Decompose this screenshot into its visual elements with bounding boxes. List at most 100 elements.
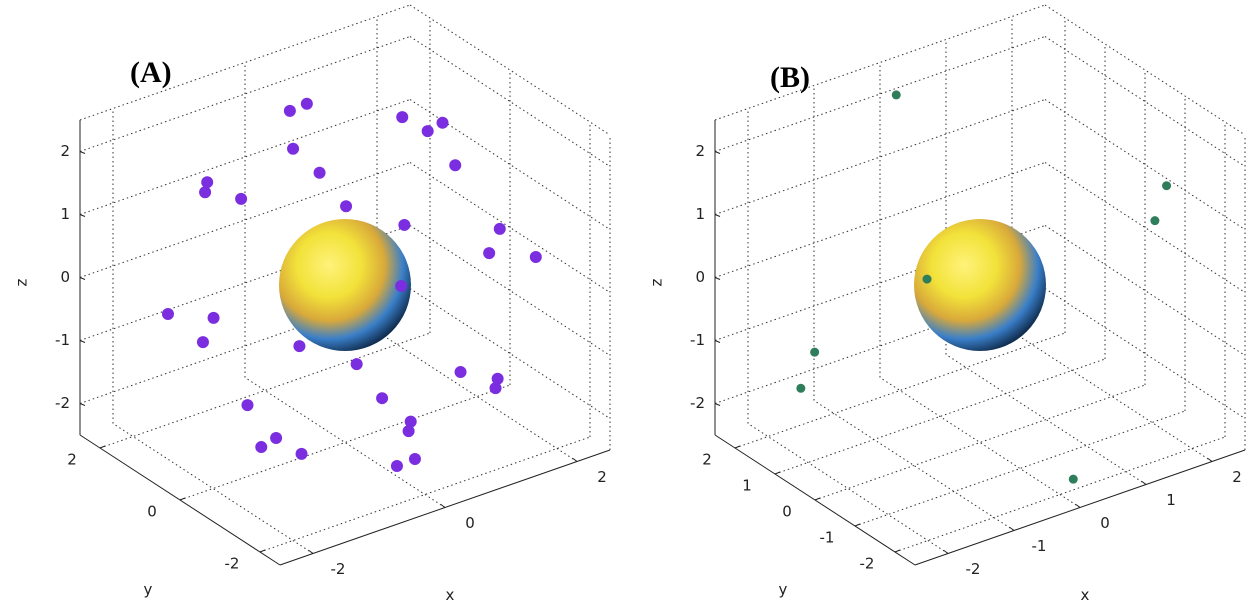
data-point bbox=[199, 186, 211, 198]
x-tick-label: 0 bbox=[465, 514, 475, 532]
y-tick-label: -2 bbox=[225, 555, 240, 573]
data-point bbox=[293, 340, 305, 352]
data-point bbox=[314, 167, 326, 179]
tick-mark bbox=[815, 498, 820, 500]
tick-mark bbox=[735, 446, 740, 448]
tick-mark bbox=[1076, 505, 1080, 508]
globe bbox=[914, 219, 1046, 351]
tick-mark bbox=[715, 404, 720, 406]
data-point bbox=[530, 251, 542, 263]
data-point bbox=[490, 382, 502, 394]
tick-mark bbox=[1010, 528, 1014, 531]
data-point bbox=[449, 159, 461, 171]
z-tick-label: 0 bbox=[60, 268, 70, 286]
tick-mark bbox=[855, 524, 860, 526]
tick-mark bbox=[895, 550, 900, 552]
tick-mark bbox=[260, 550, 265, 552]
data-point bbox=[483, 247, 495, 259]
data-point bbox=[301, 98, 313, 110]
grid-line bbox=[748, 424, 948, 554]
globe bbox=[279, 219, 411, 351]
y-tick-label: 2 bbox=[67, 451, 77, 469]
y-axis-label: y bbox=[779, 581, 788, 599]
z-tick-label: 1 bbox=[60, 205, 70, 223]
data-point bbox=[398, 219, 410, 231]
data-point bbox=[892, 90, 901, 99]
grid-line bbox=[946, 355, 1146, 485]
grid-line bbox=[1012, 332, 1212, 462]
tick-mark bbox=[80, 404, 85, 406]
data-point bbox=[396, 111, 408, 123]
data-point bbox=[409, 453, 421, 465]
figure: -202-202-2-1012xyz(A)-2-1012-2-1012-2-10… bbox=[0, 0, 1248, 604]
x-tick-label: -1 bbox=[1032, 537, 1047, 555]
grid-line bbox=[113, 424, 313, 554]
tick-mark bbox=[573, 459, 577, 462]
y-tick-label: 0 bbox=[782, 503, 792, 521]
z-tick-label: 0 bbox=[695, 268, 705, 286]
y-tick-label: -1 bbox=[820, 529, 835, 547]
tick-mark bbox=[180, 498, 185, 500]
z-tick-label: -1 bbox=[55, 331, 70, 349]
tick-mark bbox=[441, 505, 445, 508]
tick-mark bbox=[715, 341, 720, 343]
tick-mark bbox=[80, 341, 85, 343]
data-point bbox=[403, 425, 415, 437]
tick-mark bbox=[80, 278, 85, 280]
data-point bbox=[1162, 181, 1171, 190]
data-point bbox=[437, 117, 449, 129]
data-point bbox=[395, 280, 407, 292]
data-point bbox=[296, 448, 308, 460]
x-axis-label: x bbox=[1081, 586, 1090, 604]
tick-mark bbox=[715, 215, 720, 217]
chart-title: (A) bbox=[130, 56, 172, 89]
tick-mark bbox=[775, 472, 780, 474]
data-point bbox=[197, 336, 209, 348]
tick-mark bbox=[715, 152, 720, 154]
data-point bbox=[284, 105, 296, 117]
z-tick-label: 2 bbox=[695, 142, 705, 160]
x-tick-label: 1 bbox=[1166, 491, 1176, 509]
z-tick-label: 1 bbox=[695, 205, 705, 223]
data-point bbox=[376, 392, 388, 404]
grid-line bbox=[735, 333, 1065, 448]
data-point bbox=[201, 176, 213, 188]
tick-mark bbox=[1142, 482, 1146, 485]
grid-line bbox=[180, 385, 510, 500]
z-axis-label: z bbox=[648, 278, 666, 286]
data-point bbox=[351, 358, 363, 370]
y-tick-label: 0 bbox=[147, 503, 157, 521]
data-point bbox=[923, 275, 932, 284]
x-tick-label: -2 bbox=[966, 560, 981, 578]
data-point bbox=[340, 200, 352, 212]
z-axis-label: z bbox=[13, 278, 31, 286]
x-tick-label: -2 bbox=[331, 560, 346, 578]
y-tick-label: -2 bbox=[860, 555, 875, 573]
data-point bbox=[391, 460, 403, 472]
tick-mark bbox=[715, 278, 720, 280]
data-point bbox=[1150, 216, 1159, 225]
tick-mark bbox=[80, 152, 85, 154]
data-point bbox=[810, 348, 819, 357]
x-axis-label: x bbox=[446, 586, 455, 604]
y-axis-label: y bbox=[144, 581, 153, 599]
tick-mark bbox=[309, 551, 313, 554]
data-point bbox=[796, 384, 805, 393]
z-tick-label: 2 bbox=[60, 142, 70, 160]
tick-mark bbox=[100, 446, 105, 448]
z-tick-label: -1 bbox=[690, 331, 705, 349]
y-tick-label: 2 bbox=[702, 451, 712, 469]
grid-line bbox=[880, 378, 1080, 508]
z-tick-label: -2 bbox=[55, 394, 70, 412]
z-tick-label: -2 bbox=[690, 394, 705, 412]
data-point bbox=[494, 223, 506, 235]
x-tick-label: 2 bbox=[1232, 468, 1242, 486]
x-tick-label: 2 bbox=[597, 468, 607, 486]
data-point bbox=[287, 143, 299, 155]
data-point bbox=[1069, 475, 1078, 484]
y-tick-label: 1 bbox=[742, 477, 752, 495]
data-point bbox=[241, 399, 253, 411]
grid-line bbox=[377, 332, 577, 462]
chart-title: (B) bbox=[770, 61, 810, 94]
data-point bbox=[208, 312, 220, 324]
